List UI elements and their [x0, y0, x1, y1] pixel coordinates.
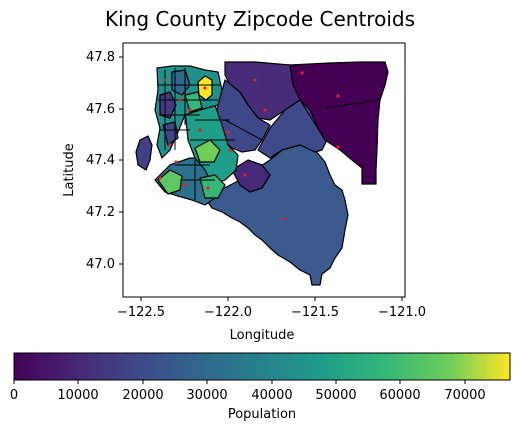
- centroid-point: [174, 160, 178, 164]
- centroid-point: [226, 130, 230, 134]
- centroid-point: [168, 143, 172, 147]
- region-green-s: [199, 174, 226, 199]
- centroid-point: [158, 176, 162, 180]
- centroid-point: [206, 186, 210, 190]
- y-axis-label: Latitude: [62, 143, 77, 197]
- centroid-markers: [158, 71, 340, 221]
- y-tick-label: 47.4: [86, 153, 115, 168]
- colorbar-tick-label: 20000: [122, 388, 163, 403]
- y-tick-label: 47.8: [86, 50, 115, 65]
- centroid-point: [263, 108, 267, 112]
- county-regions: [135, 61, 389, 286]
- y-tick-label: 47.0: [86, 257, 115, 272]
- x-axis: −122.5 −122.0 −121.5 −121.0 Longitude: [117, 297, 426, 343]
- centroid-point: [253, 78, 257, 82]
- colorbar: 0 10000 20000 30000 40000 50000 60000 70…: [10, 352, 511, 422]
- map-title: King County Zipcode Centroids: [105, 7, 415, 31]
- x-axis-label: Longitude: [230, 328, 295, 343]
- x-tick-label: −121.0: [378, 305, 426, 320]
- x-tick-label: −122.5: [117, 305, 165, 320]
- colorbar-tick-label: 70000: [444, 388, 485, 403]
- region-seattle-green: [184, 91, 203, 113]
- colorbar-tick-label: 40000: [251, 388, 292, 403]
- region-seattle-purple: [159, 91, 177, 119]
- centroid-point: [281, 217, 285, 221]
- y-tick-label: 47.2: [86, 205, 115, 220]
- region-green-mid: [194, 139, 221, 163]
- colorbar-tick-label: 60000: [379, 388, 420, 403]
- colorbar-tick-label: 50000: [315, 388, 356, 403]
- centroid-point: [243, 173, 247, 177]
- y-axis: 47.0 47.2 47.4 47.6 47.8 Latitude: [62, 50, 123, 272]
- centroid-point: [183, 183, 187, 187]
- centroid-point: [300, 71, 304, 75]
- x-tick-label: −122.0: [204, 305, 252, 320]
- centroid-point: [336, 145, 340, 149]
- centroid-point: [178, 98, 182, 102]
- centroid-point: [198, 128, 202, 132]
- centroid-point: [163, 78, 167, 82]
- region-northeast: [289, 61, 389, 185]
- colorbar-tick-label: 10000: [57, 388, 98, 403]
- centroid-point: [228, 148, 232, 152]
- region-seattle-dark: [162, 121, 179, 146]
- centroid-point: [203, 86, 207, 90]
- colorbar-label: Population: [228, 407, 296, 422]
- centroid-point: [188, 108, 192, 112]
- x-tick-label: −121.5: [291, 305, 339, 320]
- colorbar-gradient: [13, 352, 511, 381]
- region-green-sw: [157, 169, 183, 195]
- region-southeast-bump: [231, 159, 271, 193]
- centroid-point: [336, 94, 340, 98]
- region-boundaries: [158, 68, 381, 200]
- region-vashon: [135, 135, 153, 171]
- colorbar-tick-label: 0: [10, 388, 18, 403]
- y-tick-label: 47.6: [86, 102, 115, 117]
- colorbar-tick-label: 30000: [186, 388, 227, 403]
